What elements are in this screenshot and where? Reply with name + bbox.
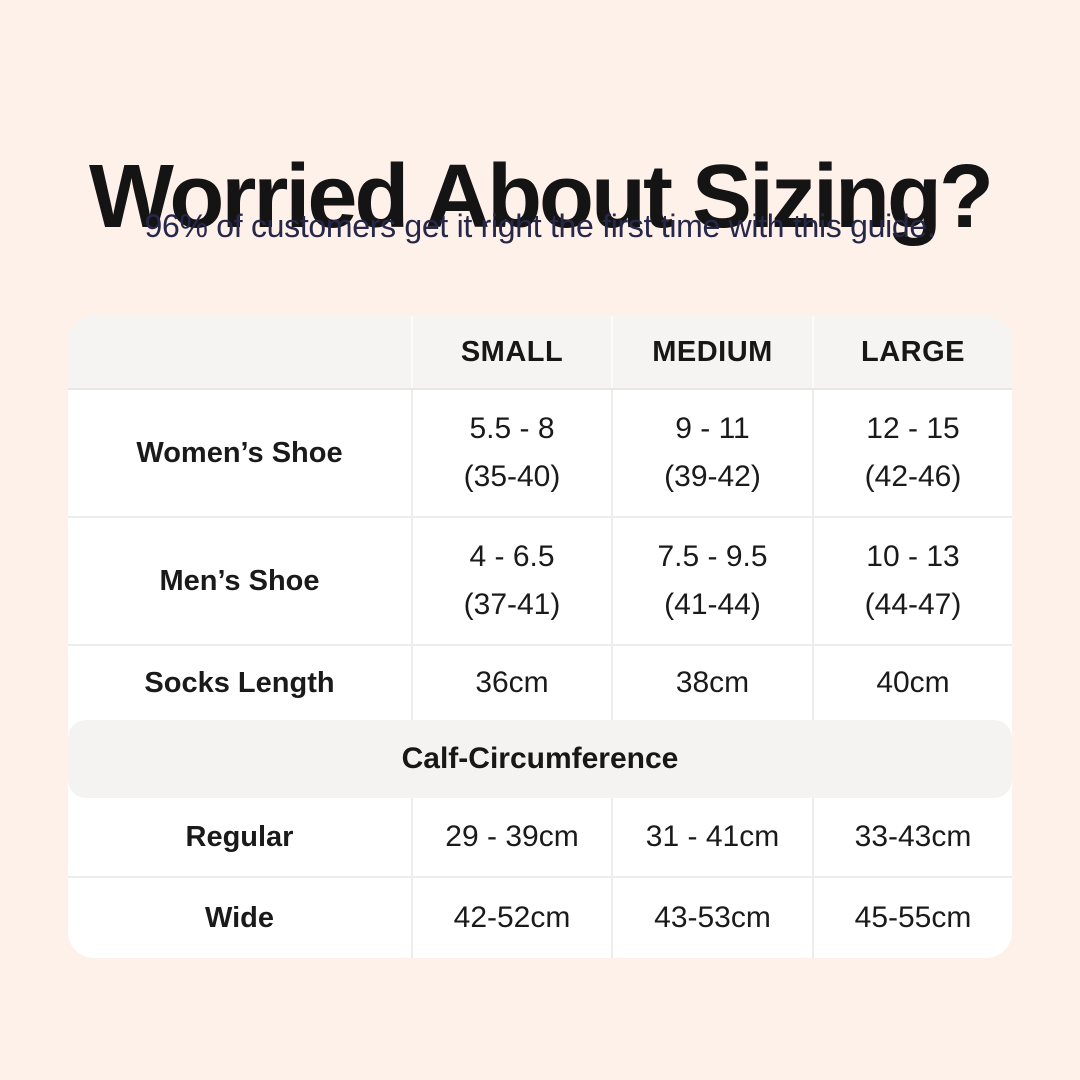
cell-line-1: 42-52cm (453, 901, 571, 934)
cell-line-1: 40cm (876, 666, 950, 699)
cell-line-2: (42-46) (864, 460, 962, 493)
cell-line-1: 9 - 11 (675, 412, 750, 445)
table-cell: 33-43cm (812, 798, 1012, 876)
cell-line-1: 5.5 - 8 (469, 412, 555, 445)
cell-line-1: 12 - 15 (866, 412, 960, 445)
cell-line-1: 33-43cm (854, 820, 972, 853)
row-label: Wide (204, 901, 275, 934)
table-cell: 45-55cm (812, 878, 1012, 958)
table-cell: 12 - 15 (42-46) (812, 390, 1012, 516)
table-cell: 38cm (611, 646, 812, 720)
column-header-small: SMALL (411, 316, 611, 388)
row-label: Socks Length (144, 666, 335, 699)
row-label: Women’s Shoe (136, 436, 343, 469)
cell-line-1: 36cm (475, 666, 549, 699)
column-header-large: LARGE (812, 316, 1012, 388)
table-header-row: SMALL MEDIUM LARGE (68, 316, 1012, 390)
cell-line-1: 7.5 - 9.5 (657, 540, 768, 573)
page-subtitle: 96% of customers get it right the first … (144, 208, 936, 244)
cell-line-2: (37-41) (463, 588, 561, 621)
cell-line-1: 43-53cm (654, 901, 771, 934)
cell-line-1: 38cm (675, 666, 750, 699)
table-cell: 9 - 11 (39-42) (611, 390, 812, 516)
table-row-womens-shoe: Women’s Shoe 5.5 - 8 (35-40) 9 - 11 (39-… (68, 390, 1012, 518)
table-cell: 7.5 - 9.5 (41-44) (611, 518, 812, 644)
row-label: Regular (185, 820, 294, 853)
cell-line-2: (39-42) (664, 460, 761, 493)
page-title: Worried About Sizing? (89, 147, 994, 248)
cell-line-1: 10 - 13 (866, 540, 960, 573)
table-cell: 42-52cm (411, 878, 611, 958)
table-cell: 40cm (812, 646, 1012, 720)
size-chart-table: SMALL MEDIUM LARGE Women’s Shoe 5.5 - 8 … (68, 316, 1012, 958)
table-cell: 31 - 41cm (611, 798, 812, 876)
column-header-medium: MEDIUM (611, 316, 812, 388)
table-cell: 36cm (411, 646, 611, 720)
table-corner-cell (68, 316, 411, 388)
table-cell: 29 - 39cm (411, 798, 611, 876)
table-row-mens-shoe: Men’s Shoe 4 - 6.5 (37-41) 7.5 - 9.5 (41… (68, 518, 1012, 646)
cell-line-1: 31 - 41cm (645, 820, 780, 853)
cell-line-1: 45-55cm (854, 901, 972, 934)
cell-line-2: (41-44) (664, 588, 761, 621)
table-row-socks-length: Socks Length 36cm 38cm 40cm (68, 646, 1012, 720)
cell-line-2: (35-40) (463, 460, 561, 493)
row-label: Men’s Shoe (159, 564, 320, 597)
table-cell: 43-53cm (611, 878, 812, 958)
section-header-label: Calf-Circumference (401, 742, 679, 775)
cell-line-1: 29 - 39cm (445, 820, 579, 853)
section-header-calf-circumference: Calf-Circumference (68, 720, 1012, 798)
table-cell: 4 - 6.5 (37-41) (411, 518, 611, 644)
table-row-wide: Wide 42-52cm 43-53cm 45-55cm (68, 878, 1012, 958)
table-cell: 10 - 13 (44-47) (812, 518, 1012, 644)
cell-line-1: 4 - 6.5 (469, 540, 555, 573)
cell-line-2: (44-47) (864, 588, 962, 621)
table-row-regular: Regular 29 - 39cm 31 - 41cm 33-43cm (68, 798, 1012, 878)
table-cell: 5.5 - 8 (35-40) (411, 390, 611, 516)
